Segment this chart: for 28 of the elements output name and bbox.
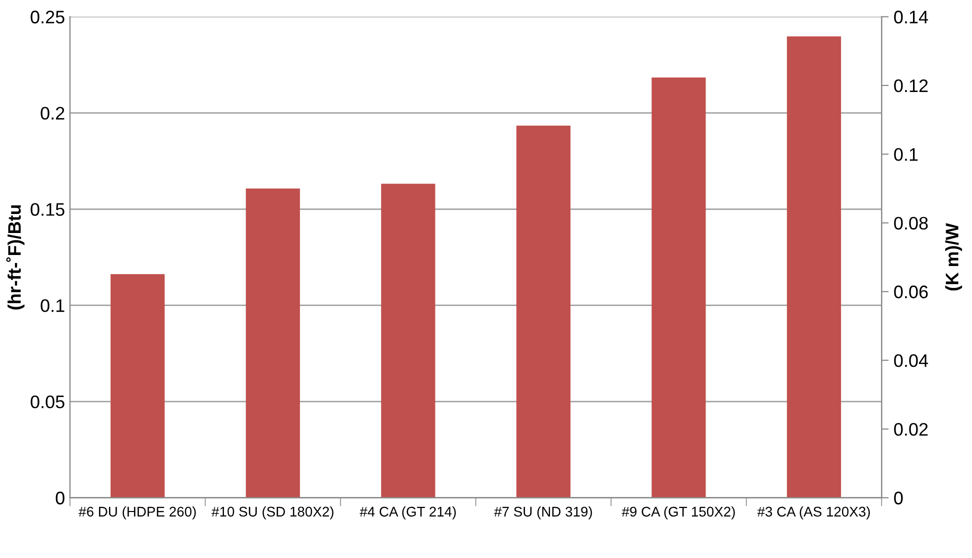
bar [110,274,165,498]
y2-axis-title: (K m)/W [945,223,962,290]
bar [246,188,300,498]
y2-tick-label: 0.14 [894,10,928,24]
y-tick-label: 0.15 [30,203,64,216]
y-tick-label: 0.2 [40,106,64,120]
y2-tick-label: 0.1 [894,148,918,161]
y-tick-label: 0.05 [30,395,64,408]
y2-tick-label: 0.08 [894,216,928,230]
bar [381,184,436,498]
y-tick-label: 0.25 [30,10,64,24]
y2-tick-label: 0.12 [894,79,928,92]
y2-tick-label: 0.06 [894,286,928,298]
y-tick-label: 0.1 [40,299,64,312]
x-tick-label: #3 CA (AS 120X3) [757,506,870,520]
x-tick-label: #4 CA (GT 214) [360,506,456,520]
bar [786,36,842,498]
x-tick-label: #9 CA (GT 150X2) [622,506,735,520]
x-tick-label: #7 SU (ND 319) [494,506,592,520]
y-axis-title: (hr-ft-˚F)/Btu [6,205,24,310]
y2-tick-label: 0.02 [894,422,928,436]
bar [516,126,570,498]
y2-tick-label: 0.04 [894,354,928,368]
x-tick-label: #10 SU (SD 180X2) [212,506,334,520]
bar [652,78,706,498]
y-tick-label: 0 [56,492,64,504]
y2-tick-label: 0 [894,492,903,504]
x-tick-label: #6 DU (HDPE 260) [78,506,196,520]
